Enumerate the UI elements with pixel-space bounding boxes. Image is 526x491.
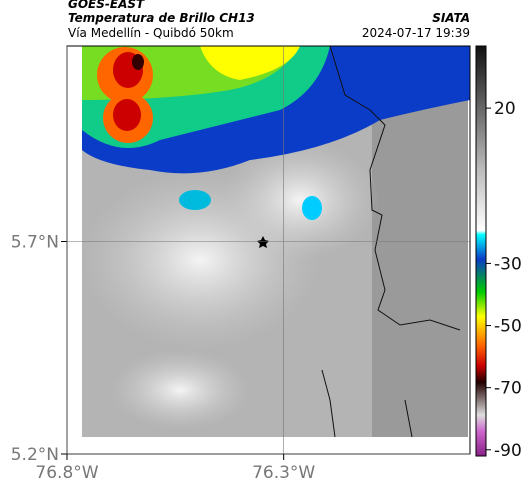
route: Vía Medellín - Quibdó 50km: [68, 26, 234, 40]
colorbar-tick-label: -90: [494, 441, 522, 461]
lon-tick-label: 76.8°W: [35, 463, 98, 483]
colorbar-tick-label: -70: [494, 379, 522, 399]
imagery: [66, 45, 471, 455]
colorbar-tick-label: 20: [494, 99, 516, 119]
source: SIATA: [432, 11, 470, 25]
lat-tick-label: 5.7°N: [11, 233, 59, 253]
lat-tick-label: 5.2°N: [11, 445, 59, 465]
colorbar-tick-label: -50: [494, 317, 522, 337]
product: Temperatura de Brillo CH13: [68, 11, 255, 25]
axes: 5.7°N 5.2°N76.8°W 76.3°W 20 -30 -50 -70 -90: [11, 46, 522, 483]
lon-tick-label: 76.3°W: [252, 463, 315, 483]
colorbar: [475, 45, 487, 457]
satellite: GOES-EAST: [68, 0, 145, 11]
datetime: 2024-07-17 19:39: [362, 26, 470, 40]
colorbar-tick-label: -30: [494, 254, 522, 274]
